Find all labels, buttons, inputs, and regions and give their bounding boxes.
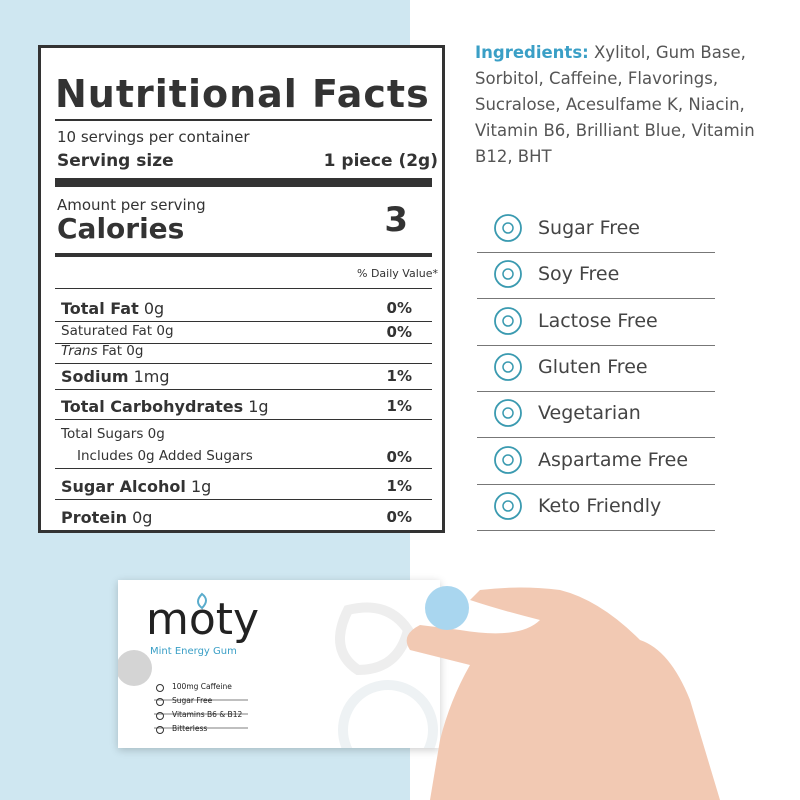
amount-per-serving: Amount per serving	[57, 196, 206, 214]
nutrient-name: Includes 0g Added Sugars	[77, 448, 253, 464]
ingredients-label: Ingredients:	[475, 43, 589, 62]
nutrient-amount: 1g	[248, 397, 269, 416]
package-feature: 100mg Caffeine	[172, 682, 232, 691]
rule	[55, 253, 432, 257]
feature-icon	[494, 491, 522, 520]
servings: 10 servings per container	[57, 128, 250, 146]
feature-icon	[494, 260, 522, 289]
ingredients-text: Xylitol, Gum Base, Sorbitol, Caffeine, F…	[475, 43, 755, 166]
ingredients: Ingredients: Xylitol, Gum Base, Sorbitol…	[475, 40, 775, 170]
serving-size-value: 1 piece (2g)	[323, 151, 438, 171]
nutrient-amount: Fat 0g	[101, 343, 144, 359]
package-feature-icon	[156, 698, 164, 706]
nutrient-row: Total Sugars 0g	[61, 426, 165, 442]
nutrient-name: Total Fat	[61, 299, 139, 318]
feature-icon	[494, 214, 522, 242]
nutrient-name: Trans	[61, 343, 98, 359]
nutrient-amount: 1mg	[133, 367, 170, 386]
nutrient-row: Sugar Alcohol 1g	[61, 477, 211, 496]
nutrient-row: Protein 0g	[61, 508, 152, 527]
rule	[55, 499, 432, 500]
nutrient-name: Sodium	[61, 367, 129, 386]
daily-value: 0%	[386, 508, 412, 526]
serving-size-label: Serving size	[57, 151, 174, 171]
feature-item: Sugar Free	[477, 206, 715, 253]
nutrient-row: Sodium 1mg	[61, 367, 170, 386]
feature-icon	[494, 399, 522, 428]
nutrient-row: Includes 0g Added Sugars	[77, 448, 253, 464]
package-feature-icon	[156, 712, 164, 720]
nutrient-name: Protein	[61, 508, 127, 527]
feature-label: Sugar Free	[538, 217, 640, 239]
package: moty Mint Energy Gum 100mg Caffeine Sugar…	[118, 580, 440, 748]
rule	[55, 119, 432, 121]
title: Nutritional Facts	[55, 72, 430, 116]
nutrient-row: Total Carbohydrates 1g	[61, 397, 269, 416]
nutrition-panel: Nutritional Facts 10 servings per contai…	[38, 45, 445, 533]
nutrient-name: Sugar Alcohol	[61, 477, 186, 496]
nutrient-row: Trans Fat 0g	[61, 343, 143, 359]
nutrient-row: Total Fat 0g	[61, 299, 164, 318]
nutrient-name: Saturated Fat	[61, 323, 153, 339]
nutrient-amount: 0g	[132, 508, 153, 527]
nutrient-amount: 1g	[190, 477, 212, 496]
feature-icon	[494, 352, 522, 381]
daily-value: 0%	[386, 299, 412, 317]
feature-icon	[494, 445, 522, 474]
feature-item: Vegetarian	[477, 391, 715, 439]
daily-value-header: % Daily Value*	[357, 267, 438, 280]
feature-label: Keto Friendly	[538, 494, 662, 517]
daily-value: 0%	[386, 448, 412, 466]
brand: moty	[146, 594, 260, 645]
daily-value: 1%	[386, 367, 412, 385]
rule	[55, 343, 432, 344]
package-feature-icon	[156, 684, 164, 692]
brand-subtitle: Mint Energy Gum	[150, 646, 237, 657]
feature-label: Soy Free	[538, 263, 620, 286]
nutrient-name: Total Carbohydrates	[61, 397, 244, 416]
rule	[55, 363, 432, 364]
rule	[55, 321, 432, 322]
rule	[55, 468, 432, 469]
rule	[55, 288, 432, 289]
nutrient-name: Total Sugars	[61, 426, 144, 442]
feature-label: Gluten Free	[538, 355, 648, 378]
feature-label: Lactose Free	[538, 309, 658, 332]
thick-rule	[55, 178, 432, 187]
rule	[55, 389, 432, 390]
nutrient-amount: 0g	[143, 299, 165, 318]
daily-value: 0%	[386, 323, 412, 341]
package-feature: Vitamins B6 & B12	[172, 710, 243, 719]
calories-value: 3	[384, 200, 408, 240]
feature-item: Gluten Free	[477, 345, 715, 392]
feature-item: Aspartame Free	[477, 438, 715, 485]
package-feature: Sugar Free	[172, 696, 213, 705]
feature-item: Soy Free	[477, 252, 715, 300]
feature-label: Aspartame Free	[538, 448, 689, 471]
package-art	[118, 592, 438, 748]
feature-item: Keto Friendly	[477, 484, 715, 531]
nutrient-amount: 0g	[156, 323, 174, 339]
package-feature-icon	[156, 726, 164, 734]
calories-label: Calories	[57, 212, 185, 245]
feature-label: Vegetarian	[538, 402, 641, 425]
rule	[55, 419, 432, 420]
nutrient-amount: 0g	[147, 426, 165, 442]
feature-item: Lactose Free	[477, 299, 715, 346]
daily-value: 1%	[386, 477, 412, 495]
feature-icon	[494, 306, 522, 335]
nutrient-row: Saturated Fat 0g	[61, 323, 174, 339]
daily-value: 1%	[386, 397, 412, 415]
package-feature: Bitterless	[172, 724, 208, 733]
